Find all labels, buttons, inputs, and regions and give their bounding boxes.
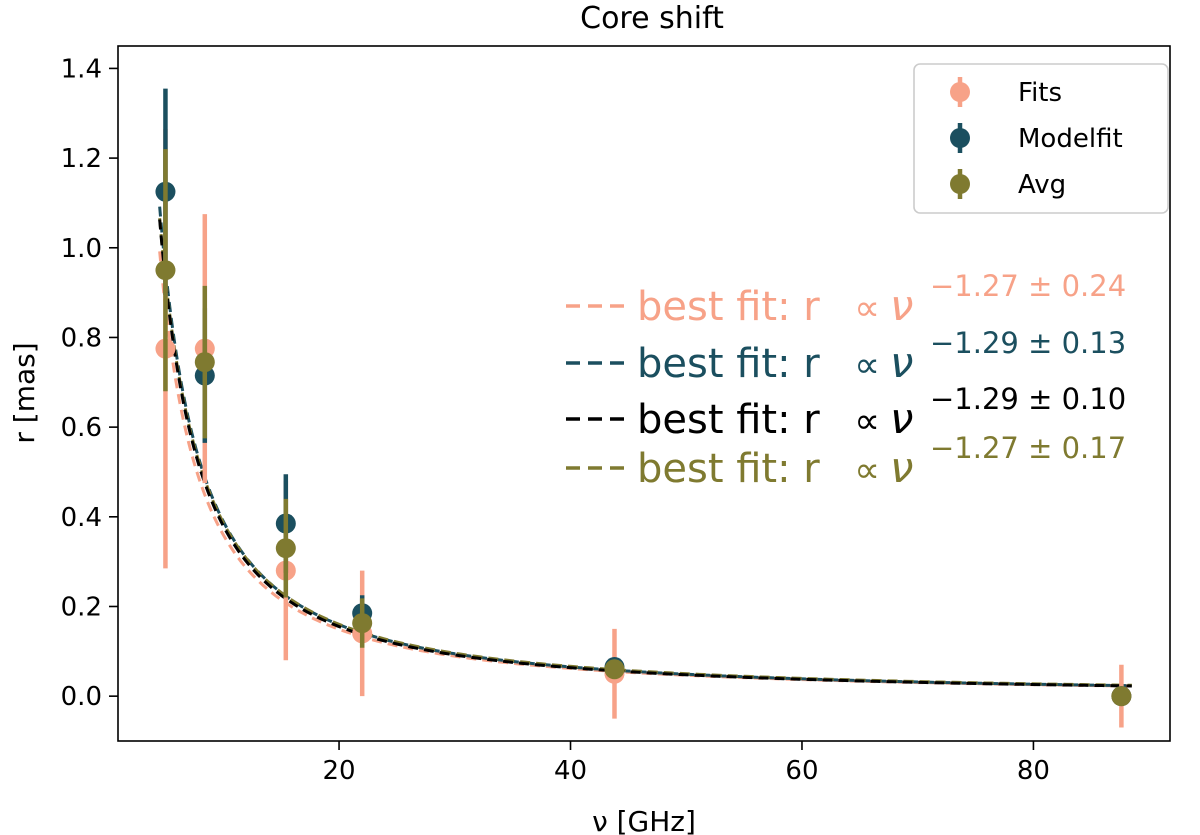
- nu-symbol: ν: [890, 338, 913, 387]
- fit-label-text: best fit: r: [637, 341, 820, 387]
- legend-label-fits: Fits: [1018, 78, 1062, 108]
- y-tick-label: 0.4: [61, 503, 102, 533]
- legend-marker-fits: [950, 82, 970, 102]
- x-tick-label: 40: [554, 756, 587, 786]
- fit-curve-combined: [158, 219, 1132, 688]
- data-point-avg: [352, 613, 373, 634]
- fit-label-text: best fit: r: [637, 397, 820, 443]
- nu-symbol: ν: [890, 394, 913, 443]
- data-point-avg: [155, 260, 176, 281]
- y-tick-label: 1.4: [61, 54, 102, 84]
- legend-marker-avg: [950, 174, 970, 194]
- x-tick-label: 80: [1017, 756, 1050, 786]
- y-tick-label: 1.2: [61, 144, 102, 174]
- proportional-symbol: ∝: [854, 401, 880, 442]
- proportional-symbol: ∝: [854, 288, 880, 329]
- y-tick-label: 0.2: [61, 592, 102, 622]
- x-tick-label: 20: [323, 756, 356, 786]
- y-tick-label: 0.6: [61, 413, 102, 443]
- fit-label-text: best fit: r: [637, 446, 820, 492]
- fit-curves: [158, 206, 1132, 688]
- y-axis-label: r [mas]: [8, 342, 41, 443]
- legend: Fits Modelfit Avg: [913, 63, 1169, 214]
- axes: 20 40 60 80 0.0 0.2 0.4 0.6 0.8 1.0 1.2 1.4: [61, 54, 1050, 786]
- data-points: [155, 88, 1132, 728]
- chart-title: Core shift: [580, 1, 724, 36]
- legend-label-avg: Avg: [1018, 170, 1066, 200]
- fit-label-exponent: −1.29 ± 0.10: [930, 382, 1126, 416]
- legend-label-modelfit: Modelfit: [1018, 124, 1123, 154]
- x-axis-label: ν [GHz]: [592, 805, 696, 835]
- y-tick-label: 0.0: [61, 682, 102, 712]
- proportional-symbol: ∝: [854, 450, 880, 491]
- data-point-avg: [194, 352, 215, 373]
- data-point-avg: [1111, 686, 1132, 707]
- y-tick-label: 1.0: [61, 234, 102, 264]
- nu-symbol: ν: [890, 281, 913, 330]
- y-tick-label: 0.8: [61, 323, 102, 353]
- plot-frame: [117, 45, 1171, 742]
- fit-label-exponent: −1.27 ± 0.24: [930, 269, 1126, 303]
- proportional-symbol: ∝: [854, 345, 880, 386]
- fit-label-text: best fit: r: [637, 284, 820, 330]
- data-point-avg: [275, 538, 296, 559]
- fit-label-exponent: −1.27 ± 0.17: [930, 431, 1126, 465]
- x-tick-label: 60: [785, 756, 818, 786]
- nu-symbol: ν: [890, 443, 913, 492]
- data-point-avg: [604, 659, 625, 680]
- legend-marker-modelfit: [950, 128, 970, 148]
- legend-box: [913, 63, 1169, 214]
- fit-label-exponent: −1.29 ± 0.13: [930, 326, 1126, 360]
